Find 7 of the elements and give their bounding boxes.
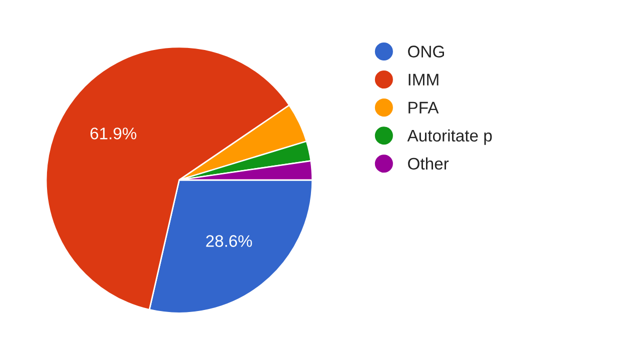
legend-label: Other [408,157,449,170]
data-label: 61.9% [90,128,136,140]
legend-label: IMM [408,74,438,86]
legend-label: ONG [408,46,444,58]
data-label: 28.6% [206,235,252,247]
legend-label: Autoritate p [407,129,492,145]
legend-label: PFA [408,102,439,114]
